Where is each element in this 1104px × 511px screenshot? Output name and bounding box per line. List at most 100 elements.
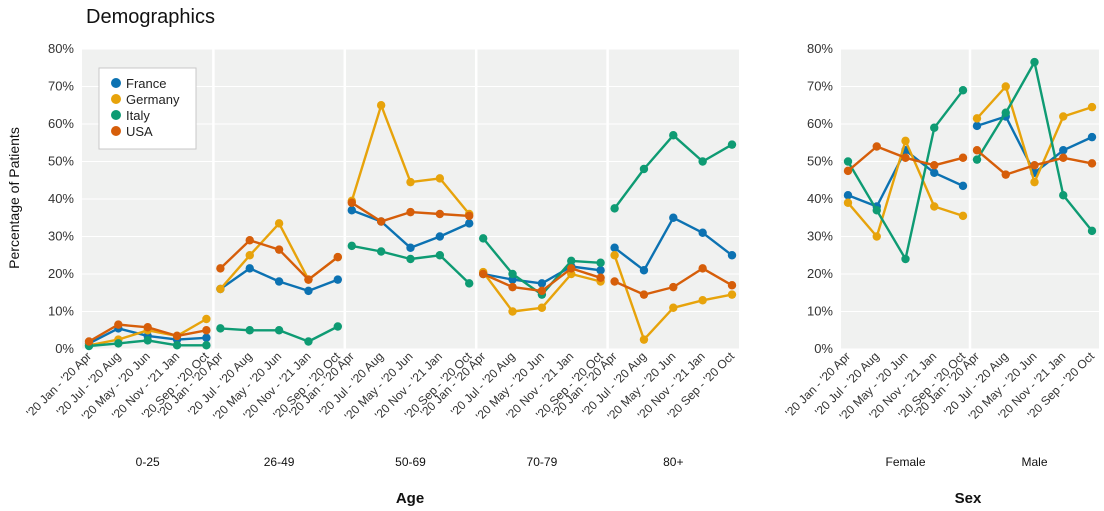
data-point-usa: [843, 166, 853, 176]
data-point-france: [698, 228, 707, 237]
y-tick-label: 20%: [48, 266, 74, 281]
data-point-usa: [347, 198, 356, 207]
data-point-italy: [143, 336, 152, 345]
group-label: 70-79: [527, 455, 558, 469]
data-point-italy: [567, 256, 576, 266]
data-point-italy: [958, 86, 968, 95]
group-label: 0-25: [136, 455, 160, 469]
data-point-usa: [245, 236, 254, 245]
data-point-italy: [872, 206, 881, 215]
group-label: Male: [1021, 455, 1047, 469]
data-point-usa: [143, 323, 152, 332]
legend-label-france: France: [126, 76, 166, 91]
data-point-germany: [216, 284, 225, 294]
data-point-italy: [1059, 191, 1068, 200]
data-point-france: [537, 279, 547, 288]
data-point-france: [304, 286, 313, 296]
y-tick-label: 20%: [807, 266, 833, 281]
legend-label-germany: Germany: [126, 92, 180, 107]
data-point-germany: [376, 101, 386, 110]
data-point-germany: [972, 114, 982, 123]
data-point-italy: [304, 337, 313, 346]
data-point-usa: [610, 277, 619, 286]
data-point-germany: [202, 314, 211, 324]
y-tick-label: 0%: [814, 341, 833, 356]
panel-age: 0%10%20%30%40%50%60%70%80%'20 Jan - '20 …: [23, 41, 739, 507]
data-point-italy: [435, 251, 445, 260]
data-point-germany: [872, 232, 881, 241]
data-point-usa: [202, 326, 211, 335]
y-tick-label: 80%: [48, 41, 74, 56]
data-point-italy: [172, 341, 182, 350]
data-point-italy: [901, 254, 910, 264]
y-tick-label: 10%: [48, 304, 74, 319]
group-label: 50-69: [395, 455, 426, 469]
data-point-germany: [901, 136, 910, 146]
data-point-italy: [333, 322, 342, 331]
data-point-france: [610, 243, 619, 252]
data-point-italy: [1030, 57, 1039, 67]
data-point-italy: [347, 241, 356, 251]
y-tick-label: 10%: [807, 304, 833, 319]
y-tick-label: 60%: [48, 116, 74, 131]
data-point-france: [274, 277, 284, 286]
data-point-france: [347, 206, 356, 215]
data-point-germany: [1087, 102, 1097, 112]
data-point-france: [669, 213, 678, 222]
data-point-germany: [639, 335, 649, 344]
data-point-italy: [843, 157, 853, 166]
data-point-germany: [406, 177, 415, 187]
data-point-italy: [639, 164, 649, 174]
y-tick-label: 80%: [807, 41, 833, 56]
data-point-usa: [304, 275, 313, 284]
y-axis-label: Percentage of Patients: [6, 127, 22, 269]
panel-sex: 0%10%20%30%40%50%60%70%80%'20 Jan - '20 …: [782, 41, 1099, 507]
data-point-usa: [84, 337, 94, 346]
data-point-france: [972, 121, 982, 131]
y-tick-label: 40%: [48, 191, 74, 206]
data-point-usa: [567, 264, 576, 273]
data-point-italy: [698, 157, 707, 166]
data-point-france: [596, 266, 605, 275]
data-point-usa: [872, 142, 881, 151]
legend-marker-italy: [111, 110, 121, 120]
y-tick-label: 50%: [48, 154, 74, 169]
data-point-usa: [376, 217, 386, 226]
data-point-france: [245, 264, 254, 273]
data-point-germany: [930, 202, 939, 211]
data-point-italy: [727, 140, 737, 149]
data-point-italy: [216, 324, 225, 333]
data-point-usa: [216, 264, 225, 273]
data-point-italy: [479, 234, 488, 243]
data-point-france: [465, 219, 474, 228]
data-point-usa: [479, 269, 488, 279]
data-point-france: [639, 266, 649, 275]
data-point-italy: [245, 326, 254, 335]
data-point-usa: [114, 320, 123, 329]
data-point-usa: [274, 245, 284, 254]
data-point-usa: [972, 146, 982, 155]
data-point-germany: [508, 307, 517, 316]
data-point-italy: [465, 279, 474, 288]
data-point-germany: [727, 290, 737, 299]
data-point-germany: [698, 296, 707, 305]
data-point-italy: [1087, 226, 1097, 236]
x-axis-title: Sex: [955, 490, 982, 507]
data-point-germany: [245, 251, 254, 260]
group-label: 80+: [663, 455, 683, 469]
data-point-italy: [508, 269, 517, 279]
x-axis-title: Age: [396, 490, 424, 507]
data-point-france: [406, 243, 415, 252]
data-point-italy: [610, 204, 619, 213]
data-point-usa: [465, 211, 474, 221]
data-point-france: [333, 275, 342, 284]
group-label: 26-49: [264, 455, 295, 469]
data-point-italy: [114, 339, 123, 348]
data-point-usa: [1001, 170, 1010, 179]
data-point-france: [202, 333, 211, 342]
data-point-usa: [406, 207, 415, 217]
data-point-usa: [537, 286, 547, 296]
data-point-germany: [274, 219, 284, 228]
